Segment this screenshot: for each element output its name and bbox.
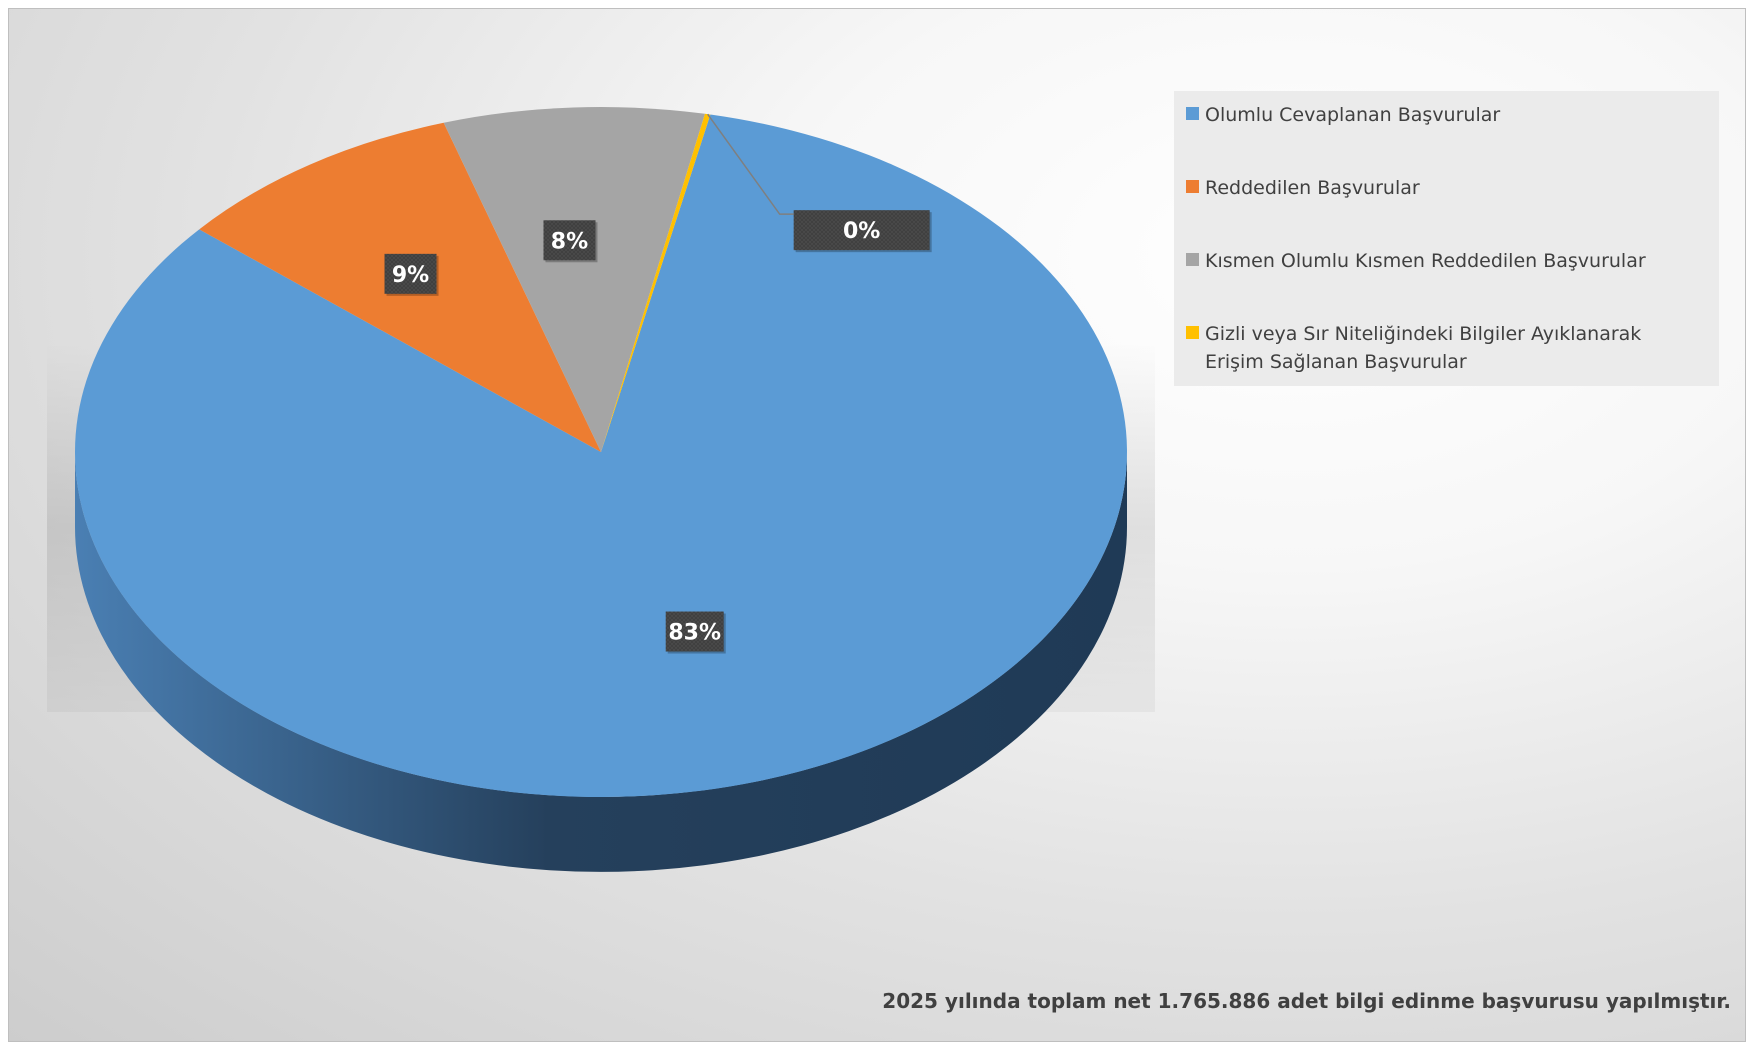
legend: Olumlu Cevaplanan Başvurular Reddedilen … (1174, 91, 1719, 386)
pie-chart: 83% 9% 8% 0% (47, 107, 1155, 872)
data-label-box (793, 210, 930, 251)
legend-label: Olumlu Cevaplanan Başvurular (1205, 104, 1501, 126)
data-label: 8% (551, 229, 588, 254)
slice-kismen (443, 107, 705, 452)
slice-gizli (601, 113, 711, 452)
data-label: 9% (392, 263, 429, 288)
data-label-box (665, 611, 724, 652)
data-label-box (543, 220, 596, 261)
legend-label: Reddedilen Başvurular (1205, 177, 1420, 199)
data-label: 83% (668, 621, 721, 646)
slice-olumlu (74, 114, 1127, 798)
pie-slices (74, 107, 1127, 798)
pie-side (75, 452, 1127, 872)
legend-item: Reddedilen Başvurular (1186, 174, 1706, 202)
legend-swatch (1186, 107, 1199, 120)
legend-item: Olumlu Cevaplanan Başvurular (1186, 101, 1706, 129)
legend-item: Gizli veya Sır Niteliğindeki Bilgiler Ay… (1186, 320, 1706, 376)
legend-swatch (1186, 180, 1199, 193)
legend-label: Gizli veya Sır Niteliğindeki Bilgiler Ay… (1205, 323, 1642, 373)
data-label-box (384, 253, 437, 294)
pie-side-wall (75, 452, 1127, 872)
leader-line (707, 113, 794, 215)
chart-annotation: 2025 yılında toplam net 1.765.886 adet b… (882, 989, 1731, 1013)
data-label: 0% (843, 219, 880, 244)
legend-swatch (1186, 326, 1199, 339)
legend-swatch (1186, 253, 1199, 266)
legend-item: Kısmen Olumlu Kısmen Reddedilen Başvurul… (1186, 247, 1706, 275)
chart-area: 83% 9% 8% 0% Olumlu Cevaplanan Başvurular R… (8, 8, 1746, 1042)
leader-lines (707, 113, 794, 215)
legend-label: Kısmen Olumlu Kısmen Reddedilen Başvurul… (1205, 250, 1646, 272)
data-labels: 83% 9% 8% 0% (384, 210, 932, 654)
